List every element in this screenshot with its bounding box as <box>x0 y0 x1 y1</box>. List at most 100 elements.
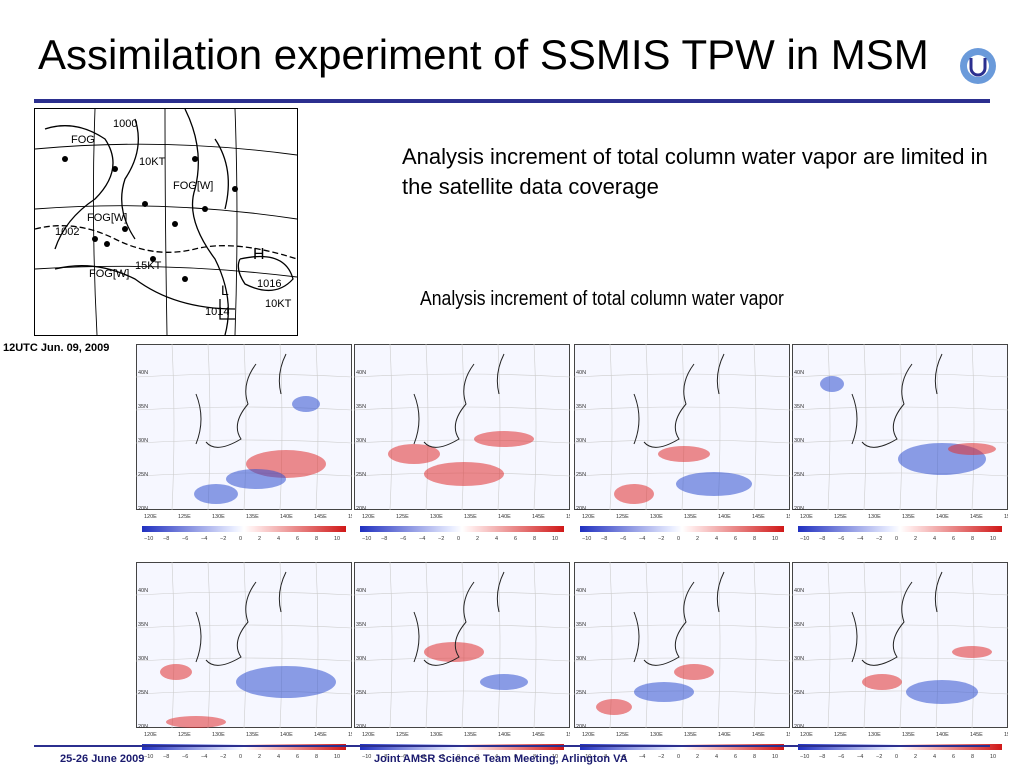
lon-tick: 150E <box>1004 514 1008 520</box>
lon-tick: 145E <box>532 514 545 520</box>
colorbar-tick: −6 <box>182 536 188 542</box>
lon-tick: 135E <box>902 514 915 520</box>
colorbar-tick: 8 <box>753 536 756 542</box>
lat-tick: 25N <box>138 690 148 696</box>
lat-tick: 40N <box>138 370 148 376</box>
increment-panel: 40N 35N 30N 25N 20N 120E 125E 130E 135E 140E 145E 1… <box>574 562 790 760</box>
map-label: FOG[W] <box>89 268 129 280</box>
colorbar-tick: 0 <box>457 754 460 760</box>
lon-tick: 150E <box>348 514 352 520</box>
lon-tick: 150E <box>566 732 570 738</box>
colorbar-tick: −2 <box>658 536 664 542</box>
increment-panel: 40N 35N 30N 25N 20N 120E 125E 130E 135E 140E 145E 1… <box>574 344 790 542</box>
lon-tick: 140E <box>280 514 293 520</box>
map-label: 1016 <box>257 278 281 290</box>
colorbar-tick: −6 <box>182 754 188 760</box>
colorbar-tick: 6 <box>952 536 955 542</box>
map-label: FOG[W] <box>173 180 213 192</box>
increment-panel: 40N 35N 30N 25N 20N 120E 125E 130E 135E 140E 145E 1… <box>792 562 1008 760</box>
lon-tick: 135E <box>902 732 915 738</box>
colorbar-tick: −10 <box>144 754 153 760</box>
colorbar-tick: 2 <box>696 536 699 542</box>
lon-tick: 135E <box>246 514 259 520</box>
lon-tick: 135E <box>684 732 697 738</box>
colorbar-tick: 10 <box>772 536 778 542</box>
colorbar-tick: 8 <box>533 754 536 760</box>
colorbar-tick: −2 <box>438 754 444 760</box>
lon-tick: 140E <box>718 732 731 738</box>
colorbar-tick: −10 <box>582 754 591 760</box>
map-label: 1002 <box>55 226 79 238</box>
colorbar-tick: 10 <box>772 754 778 760</box>
colorbar-tick: 0 <box>677 536 680 542</box>
lat-tick: 25N <box>356 472 366 478</box>
lat-tick: 20N <box>576 506 586 512</box>
lat-tick: 30N <box>138 438 148 444</box>
map-label: 1000 <box>113 118 137 130</box>
map-label: 1014 <box>205 306 229 318</box>
colorbar-tick: −4 <box>857 536 863 542</box>
colorbar-tick: 2 <box>696 754 699 760</box>
lon-tick: 130E <box>868 732 881 738</box>
lon-tick: 145E <box>970 732 983 738</box>
colorbar-tick: 8 <box>753 754 756 760</box>
colorbar-tick: −4 <box>639 536 645 542</box>
lon-tick: 135E <box>464 732 477 738</box>
lat-tick: 35N <box>576 404 586 410</box>
colorbar-tick: 4 <box>933 754 936 760</box>
increment-panel: 40N 35N 30N 25N 20N 120E 125E 130E 135E 140E 145E 1… <box>792 344 1008 542</box>
lat-tick: 40N <box>138 588 148 594</box>
colorbar-tick: 2 <box>258 754 261 760</box>
lon-tick: 125E <box>616 514 629 520</box>
colorbar-tick: −10 <box>144 536 153 542</box>
lon-tick: 150E <box>348 732 352 738</box>
footer-meeting: Joint AMSR Science Team Meeting, Arlingt… <box>374 753 628 765</box>
colorbar-tick: −8 <box>601 754 607 760</box>
lon-tick: 150E <box>786 732 790 738</box>
lon-tick: 125E <box>834 732 847 738</box>
map-label: FOG[W] <box>87 212 127 224</box>
lat-tick: 30N <box>356 656 366 662</box>
colorbar-tick: 4 <box>715 536 718 542</box>
colorbar-tick: −2 <box>220 536 226 542</box>
colorbar-tick: 0 <box>677 754 680 760</box>
lon-tick: 120E <box>582 732 595 738</box>
lon-tick: 145E <box>314 514 327 520</box>
colorbar-tick: −8 <box>601 536 607 542</box>
lat-tick: 40N <box>576 370 586 376</box>
lat-tick: 40N <box>794 370 804 376</box>
lon-tick: 145E <box>970 514 983 520</box>
lon-tick: 125E <box>616 732 629 738</box>
colorbar-tick: 6 <box>734 754 737 760</box>
colorbar-tick: 0 <box>895 536 898 542</box>
colorbar-tick: −6 <box>620 536 626 542</box>
colorbar-tick: 8 <box>971 536 974 542</box>
lon-tick: 130E <box>650 732 663 738</box>
colorbar-tick: −10 <box>800 536 809 542</box>
colorbar-tick: −10 <box>362 536 371 542</box>
lon-tick: 125E <box>178 732 191 738</box>
map-label: 10KT <box>265 298 292 310</box>
lat-tick: 35N <box>356 622 366 628</box>
lon-tick: 140E <box>936 732 949 738</box>
colorbar-tick: −8 <box>163 754 169 760</box>
colorbar-tick: 0 <box>457 536 460 542</box>
lon-tick: 135E <box>246 732 259 738</box>
lat-tick: 25N <box>576 690 586 696</box>
colorbar-tick: 8 <box>533 536 536 542</box>
lon-tick: 140E <box>498 732 511 738</box>
increment-panel: 40N 35N 30N 25N 20N 120E 125E 130E 135E 140E 145E 1… <box>136 344 352 542</box>
lat-tick: 25N <box>138 472 148 478</box>
lon-tick: 130E <box>650 514 663 520</box>
lat-tick: 25N <box>794 690 804 696</box>
lon-tick: 120E <box>362 514 375 520</box>
lat-tick: 40N <box>356 370 366 376</box>
colorbar-tick: −10 <box>800 754 809 760</box>
lat-tick: 35N <box>138 622 148 628</box>
lat-tick: 30N <box>356 438 366 444</box>
colorbar-tick: −6 <box>620 754 626 760</box>
colorbar-tick: 10 <box>990 754 996 760</box>
lon-tick: 120E <box>582 514 595 520</box>
lon-tick: 130E <box>212 514 225 520</box>
colorbar-tick: −4 <box>201 754 207 760</box>
